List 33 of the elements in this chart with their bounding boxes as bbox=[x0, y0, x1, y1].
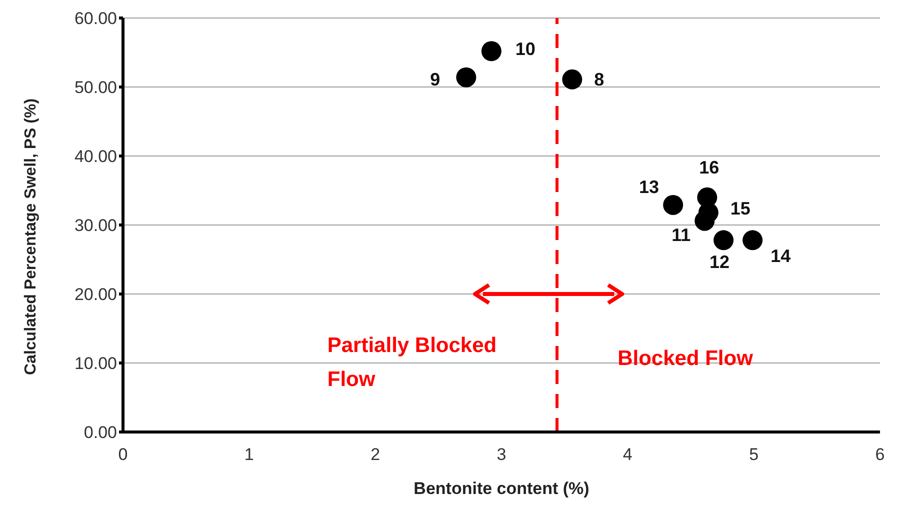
x-tick-label: 4 bbox=[622, 445, 632, 464]
point bbox=[663, 194, 684, 215]
y-tick-label: 10.00 bbox=[74, 354, 117, 374]
x-tick-label: 0 bbox=[118, 445, 128, 464]
annotation: 12 bbox=[710, 252, 730, 272]
y-tick-label: 40.00 bbox=[74, 147, 117, 166]
y-tick-label: 30.00 bbox=[74, 216, 117, 236]
point bbox=[714, 230, 734, 250]
annotation: 10 bbox=[515, 39, 536, 60]
point bbox=[742, 230, 763, 250]
x-tick-label: 2 bbox=[370, 445, 380, 464]
y-tick-label: 50.00 bbox=[74, 78, 117, 98]
y-tick-label: 20.00 bbox=[74, 285, 117, 304]
annotation: 14 bbox=[770, 246, 791, 266]
x-tick-label: 3 bbox=[496, 445, 506, 464]
annotation: 11 bbox=[672, 224, 691, 245]
y-axis-title: Calculated Percentage Swell, PS (%) bbox=[22, 98, 40, 375]
point bbox=[456, 67, 476, 88]
point bbox=[562, 69, 582, 90]
x-tick-label: 6 bbox=[875, 445, 885, 464]
y-tick-label: 0.00 bbox=[84, 423, 117, 442]
y-tick-label: 60.00 bbox=[74, 9, 117, 28]
x-tick-label: 1 bbox=[244, 445, 254, 464]
annotation: 8 bbox=[594, 69, 604, 90]
annotation: 9 bbox=[430, 69, 440, 90]
annotation: 13 bbox=[639, 176, 660, 197]
point bbox=[481, 41, 502, 62]
x-axis-title: Bentonite content (%) bbox=[414, 479, 590, 498]
annotation: Blocked Flow bbox=[618, 346, 754, 372]
annotation: 16 bbox=[699, 157, 720, 178]
annotation: 15 bbox=[730, 198, 750, 219]
x-tick-label: 5 bbox=[749, 445, 759, 464]
annotation: Partially Blocked Flow bbox=[327, 332, 498, 392]
